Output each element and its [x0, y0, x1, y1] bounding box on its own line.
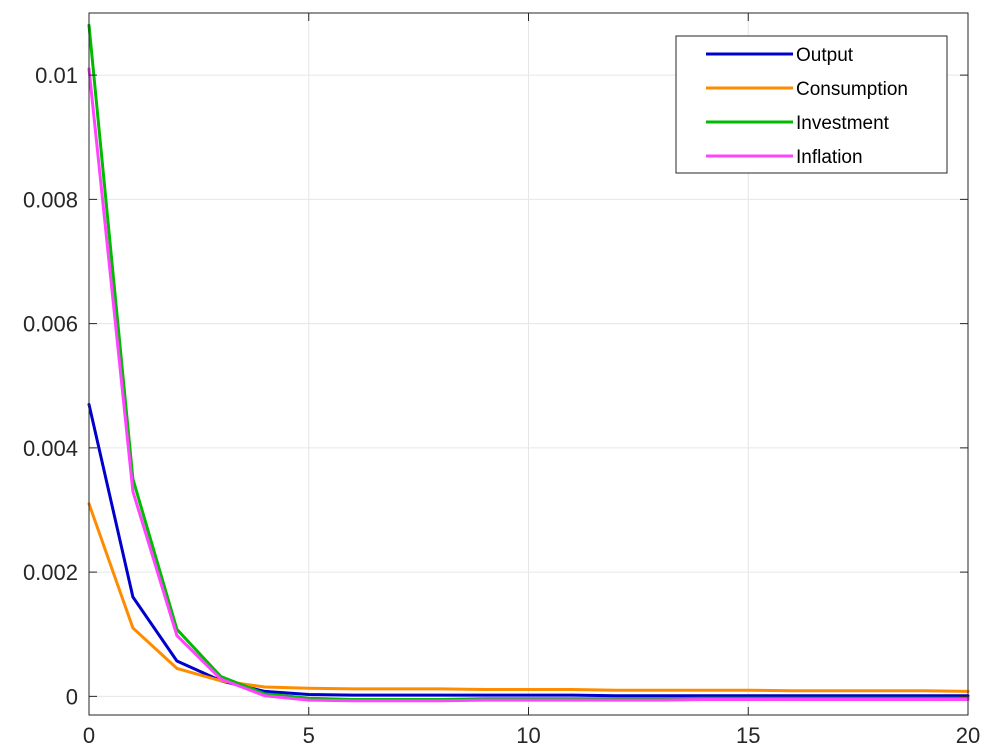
axis-ticks: [88, 13, 969, 715]
y-tick-label: 0.006: [23, 312, 78, 337]
x-tick-label: 15: [736, 723, 760, 748]
x-tick-label: 5: [303, 723, 315, 748]
legend-label-inflation: Inflation: [796, 147, 863, 168]
x-tick-label: 0: [83, 723, 95, 748]
y-tick-label: 0.01: [35, 63, 78, 88]
legend-box: [675, 35, 948, 174]
series-lines: [87, 23, 970, 703]
y-tick-label: 0.002: [23, 560, 78, 585]
legend-label-consumption: Consumption: [796, 79, 908, 100]
y-axis-tick-labels: 0 0.002 0.004 0.006 0.008 0.01: [23, 63, 78, 709]
y-tick-label: 0.008: [23, 187, 78, 212]
x-axis-tick-labels: 0 5 10 15 20: [83, 723, 980, 748]
series-line-inflation: [87, 67, 970, 703]
x-tick-label: 10: [516, 723, 540, 748]
x-tick-label: 20: [956, 723, 980, 748]
legend-label-output: Output: [796, 45, 854, 66]
y-tick-label: 0: [66, 684, 78, 709]
legend-label-investment: Investment: [796, 113, 890, 134]
y-tick-label: 0.004: [23, 436, 78, 461]
legend: Output Consumption Investment Inflation: [675, 35, 948, 174]
